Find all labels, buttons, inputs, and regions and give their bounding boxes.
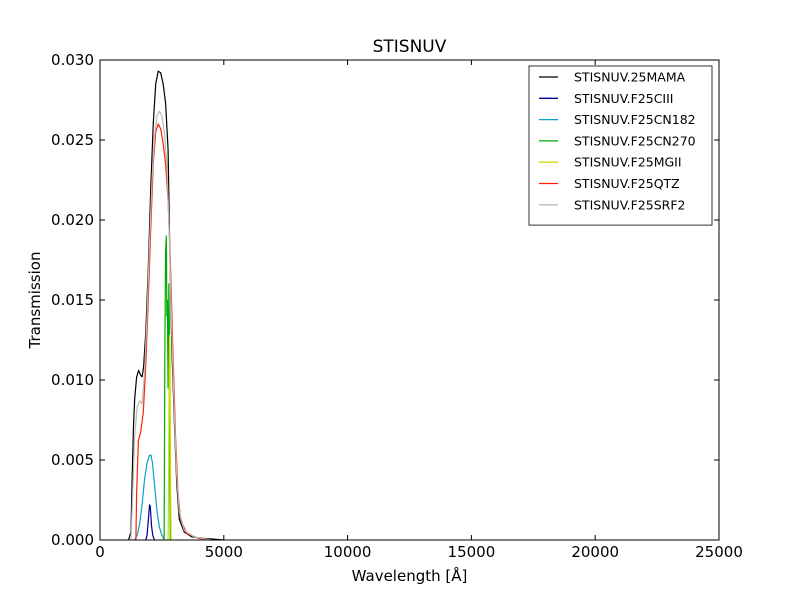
y-tick-label: 0.005: [51, 451, 94, 469]
x-tick-label: 0: [95, 543, 105, 561]
ticks-layer: 0 5000 10000 15000 20000 25000 0.000 0.005 0.010…: [51, 51, 743, 561]
legend: STISNUV.25MAMA STISNUV.F25CIII STISNUV.F25…: [528, 65, 713, 226]
x-tick-label: 10000: [324, 543, 372, 561]
series-line-stisnuv-f25srf2: [130, 110, 212, 541]
y-tick-label: 0.025: [51, 131, 94, 149]
legend-entry-label: STISNUV.F25SRF2: [574, 197, 685, 212]
legend-entry-label: STISNUV.F25MGII: [574, 155, 682, 170]
x-tick-label: 15000: [448, 543, 496, 561]
series-line-stisnuv-f25mgii: [167, 334, 172, 541]
x-tick-label: 5000: [205, 543, 243, 561]
legend-entry-label: STISNUV.F25CN270: [574, 133, 696, 148]
y-tick-label: 0.010: [51, 371, 94, 389]
x-axis-label: Wavelength [Å]: [352, 566, 468, 585]
legend-entry-label: STISNUV.F25QTZ: [574, 176, 680, 191]
legend-entry-label: STISNUV.25MAMA: [574, 70, 686, 85]
y-tick-label: 0.000: [51, 531, 94, 549]
series-line-stisnuv-f25cn182: [134, 454, 165, 541]
y-tick-label: 0.015: [51, 291, 94, 309]
x-tick-label: 20000: [571, 543, 619, 561]
series-line-stisnuv-f25ciii: [145, 504, 156, 541]
y-tick-label: 0.020: [51, 211, 94, 229]
y-tick-label: 0.030: [51, 51, 94, 69]
x-tick-label: 25000: [695, 543, 743, 561]
legend-entry-label: STISNUV.F25CN182: [574, 112, 696, 127]
chart-title: STISNUV: [373, 37, 447, 57]
y-axis-label: Transmission: [26, 252, 44, 350]
legend-entry-label: STISNUV.F25CIII: [574, 91, 674, 106]
series-layer: [127, 70, 224, 541]
legend-box: [528, 65, 713, 226]
